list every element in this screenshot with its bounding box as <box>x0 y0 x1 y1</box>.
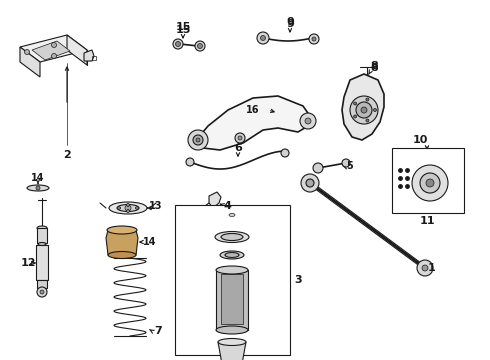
Circle shape <box>261 36 266 41</box>
Circle shape <box>197 44 202 49</box>
Circle shape <box>196 138 200 142</box>
Circle shape <box>125 205 131 211</box>
Ellipse shape <box>108 252 136 258</box>
Polygon shape <box>20 35 87 62</box>
Circle shape <box>356 102 372 118</box>
Ellipse shape <box>37 226 47 230</box>
Circle shape <box>417 260 433 276</box>
Ellipse shape <box>218 338 246 346</box>
Circle shape <box>305 118 311 124</box>
Circle shape <box>350 96 378 124</box>
Polygon shape <box>67 35 87 65</box>
Text: 5: 5 <box>346 161 353 171</box>
Circle shape <box>301 174 319 192</box>
Ellipse shape <box>216 326 248 334</box>
Circle shape <box>426 179 434 187</box>
Polygon shape <box>106 230 138 255</box>
Ellipse shape <box>38 243 46 246</box>
Circle shape <box>412 165 448 201</box>
Text: 7: 7 <box>154 326 162 336</box>
Circle shape <box>342 159 350 167</box>
Circle shape <box>175 41 180 46</box>
Circle shape <box>195 41 205 51</box>
Ellipse shape <box>27 185 49 191</box>
Text: 14: 14 <box>31 173 45 183</box>
Text: 12: 12 <box>20 258 36 268</box>
Text: 15: 15 <box>175 22 191 32</box>
Polygon shape <box>20 47 40 77</box>
Circle shape <box>300 113 316 129</box>
Circle shape <box>354 102 357 105</box>
Circle shape <box>40 290 44 294</box>
Ellipse shape <box>216 266 248 274</box>
Ellipse shape <box>221 234 243 240</box>
Circle shape <box>312 37 316 41</box>
Circle shape <box>126 203 129 207</box>
Circle shape <box>37 287 47 297</box>
Text: 11: 11 <box>419 216 435 226</box>
Bar <box>216 270 248 330</box>
Bar <box>36 245 48 280</box>
Text: 1: 1 <box>428 263 436 273</box>
Polygon shape <box>218 342 246 360</box>
PathPatch shape <box>196 96 310 150</box>
Ellipse shape <box>109 202 147 214</box>
Circle shape <box>36 186 40 190</box>
Text: 9: 9 <box>286 17 294 27</box>
Text: 16: 16 <box>246 105 260 115</box>
Bar <box>37 280 47 288</box>
Ellipse shape <box>225 252 239 257</box>
Circle shape <box>306 179 314 187</box>
Text: 6: 6 <box>234 143 242 153</box>
Text: 2: 2 <box>63 150 71 160</box>
Circle shape <box>24 50 29 54</box>
Circle shape <box>235 133 245 143</box>
Circle shape <box>373 108 376 112</box>
Circle shape <box>366 119 369 122</box>
Circle shape <box>136 207 139 210</box>
Polygon shape <box>209 192 221 208</box>
Text: 10: 10 <box>412 135 428 145</box>
Text: 8: 8 <box>370 61 378 71</box>
Ellipse shape <box>215 231 249 243</box>
Polygon shape <box>342 74 384 140</box>
Circle shape <box>118 207 121 210</box>
Bar <box>37 228 47 243</box>
Circle shape <box>422 265 428 271</box>
Circle shape <box>186 158 194 166</box>
Circle shape <box>361 107 367 113</box>
Circle shape <box>188 130 208 150</box>
Circle shape <box>51 54 56 59</box>
Circle shape <box>366 98 369 101</box>
Circle shape <box>126 210 129 212</box>
Text: 15: 15 <box>175 25 191 35</box>
Circle shape <box>51 42 56 48</box>
Text: 9: 9 <box>286 19 294 29</box>
Bar <box>175 205 290 355</box>
Text: 3: 3 <box>294 275 302 285</box>
Bar <box>392 148 464 213</box>
Text: 4: 4 <box>223 201 231 211</box>
Circle shape <box>281 149 289 157</box>
Circle shape <box>309 34 319 44</box>
Bar <box>221 274 243 324</box>
Circle shape <box>420 173 440 193</box>
Ellipse shape <box>107 226 137 234</box>
Circle shape <box>354 115 357 118</box>
Polygon shape <box>32 41 70 60</box>
Ellipse shape <box>117 204 139 212</box>
Circle shape <box>238 136 242 140</box>
Circle shape <box>173 39 183 49</box>
Text: 13: 13 <box>149 201 163 211</box>
Polygon shape <box>84 50 94 61</box>
Circle shape <box>257 32 269 44</box>
Text: 8: 8 <box>370 63 378 73</box>
Ellipse shape <box>220 251 244 259</box>
Ellipse shape <box>229 213 235 216</box>
Circle shape <box>193 135 203 145</box>
Circle shape <box>313 163 323 173</box>
Text: 14: 14 <box>143 237 157 247</box>
